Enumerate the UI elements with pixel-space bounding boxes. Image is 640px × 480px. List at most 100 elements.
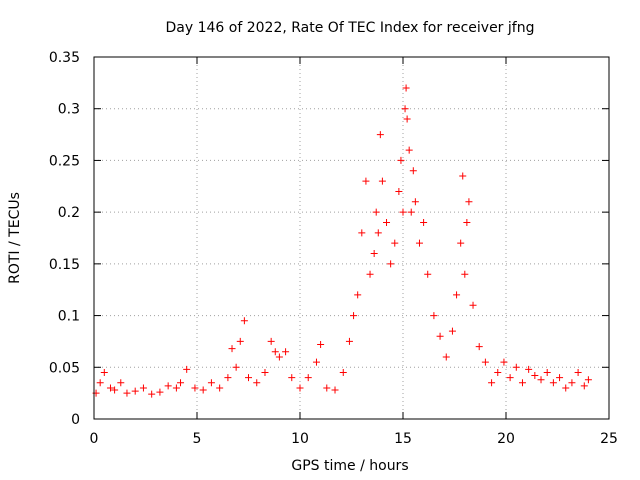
x-tick-label: 15 <box>394 431 412 447</box>
data-points <box>92 84 592 398</box>
data-point <box>387 260 395 268</box>
data-point <box>304 374 312 382</box>
data-point <box>402 84 410 92</box>
data-point <box>236 337 244 345</box>
data-point <box>399 208 407 216</box>
data-point <box>459 172 467 180</box>
data-point <box>245 374 252 382</box>
y-tick-label: 0 <box>71 412 80 428</box>
data-point <box>282 348 290 356</box>
data-point <box>562 384 570 392</box>
data-point <box>216 384 224 392</box>
y-tick-label: 0.1 <box>58 309 80 325</box>
data-point <box>543 368 551 376</box>
data-point <box>253 379 261 387</box>
data-point <box>409 167 417 175</box>
x-tick-label: 10 <box>291 431 309 447</box>
x-tick-label: 25 <box>600 431 618 447</box>
data-point <box>506 374 514 382</box>
data-point <box>436 332 444 340</box>
data-point <box>156 388 164 396</box>
data-point <box>224 374 232 382</box>
x-axis-label: GPS time / hours <box>291 458 408 474</box>
data-point <box>442 353 450 361</box>
data-point <box>500 358 508 366</box>
data-point <box>172 384 180 392</box>
data-point <box>518 379 526 387</box>
x-tick-label: 20 <box>497 431 515 447</box>
data-point <box>568 379 576 387</box>
data-point <box>261 368 269 376</box>
data-point <box>207 379 215 387</box>
data-point <box>512 363 520 371</box>
data-point <box>271 348 279 356</box>
y-tick-label: 0.2 <box>58 205 80 221</box>
data-point <box>397 156 405 164</box>
data-point <box>574 368 582 376</box>
data-point <box>411 198 419 206</box>
data-point <box>401 105 409 113</box>
data-point <box>164 382 172 390</box>
data-point <box>345 337 353 345</box>
data-point <box>407 208 415 216</box>
data-point <box>331 386 339 394</box>
data-point <box>424 270 432 278</box>
data-point <box>267 337 275 345</box>
plot-frame <box>93 56 610 420</box>
data-point <box>240 317 248 325</box>
data-point <box>312 358 320 366</box>
data-point <box>403 115 411 123</box>
data-point <box>531 372 539 380</box>
data-point <box>584 376 592 384</box>
grid-lines <box>94 57 609 419</box>
data-point <box>323 384 331 392</box>
data-point <box>228 345 236 353</box>
data-point <box>339 368 347 376</box>
data-point <box>275 353 283 361</box>
data-point <box>465 198 473 206</box>
data-point <box>358 229 366 237</box>
data-point <box>131 387 139 395</box>
data-point <box>469 301 477 309</box>
y-tick-label: 0.35 <box>49 50 80 66</box>
data-point <box>366 270 374 278</box>
data-point <box>372 208 380 216</box>
data-point <box>106 384 114 392</box>
data-point <box>139 384 147 392</box>
data-point <box>556 374 564 382</box>
data-point <box>405 146 413 154</box>
data-point <box>191 384 199 392</box>
data-point <box>100 368 108 376</box>
data-point <box>461 270 469 278</box>
data-point <box>537 376 545 384</box>
data-point <box>232 363 240 371</box>
data-point <box>96 379 104 387</box>
y-axis-ticks: 0 0.05 0.1 0.15 0.2 0.25 0.3 0.35 <box>49 50 609 428</box>
data-point <box>117 379 125 387</box>
data-point <box>378 177 386 185</box>
data-point <box>199 386 207 394</box>
data-point <box>148 390 156 398</box>
data-point <box>580 382 588 390</box>
y-tick-label: 0.3 <box>58 102 80 118</box>
data-point <box>370 250 378 258</box>
y-tick-label: 0.25 <box>49 153 80 169</box>
data-point <box>383 218 391 226</box>
x-tick-label: 5 <box>193 431 202 447</box>
data-point <box>415 239 423 247</box>
data-point <box>463 218 471 226</box>
data-point <box>481 358 489 366</box>
data-point <box>296 384 304 392</box>
data-point <box>549 379 557 387</box>
data-point <box>317 341 325 349</box>
y-tick-label: 0.05 <box>49 360 80 376</box>
x-tick-label: 0 <box>90 431 99 447</box>
x-axis-ticks: 0 5 10 15 20 25 <box>90 57 618 447</box>
y-tick-label: 0.15 <box>49 257 80 273</box>
data-point <box>475 343 483 351</box>
data-point <box>525 365 533 373</box>
data-point <box>354 291 362 299</box>
data-point <box>494 368 502 376</box>
data-point <box>448 327 456 335</box>
